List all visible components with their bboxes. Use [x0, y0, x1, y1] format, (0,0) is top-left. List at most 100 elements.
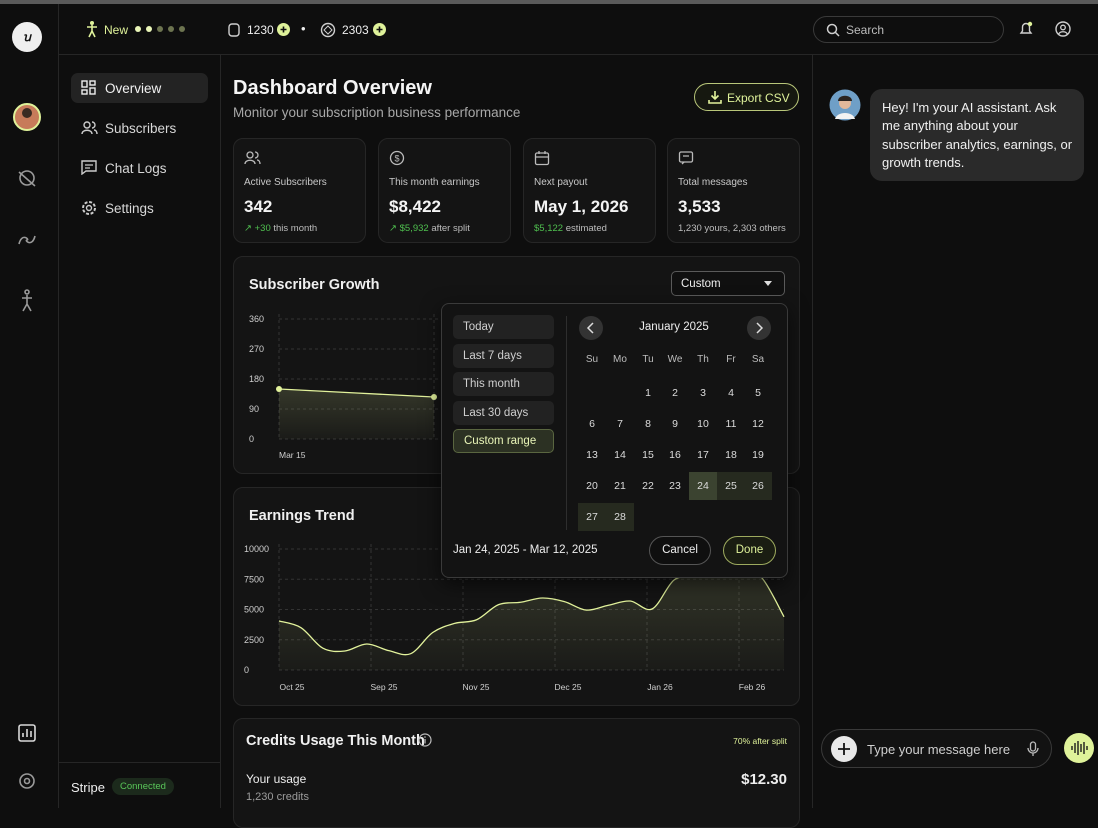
calendar-day[interactable]: 28 [606, 503, 634, 531]
attach-button[interactable] [830, 735, 858, 763]
calendar-day[interactable]: 13 [586, 449, 598, 461]
calendar-day[interactable]: 12 [752, 418, 764, 430]
chat-input[interactable]: Type your message here [821, 729, 1052, 768]
weekday: Sa [751, 354, 765, 365]
voice-button[interactable] [1064, 733, 1094, 763]
preset-option[interactable]: Last 7 days [453, 343, 554, 368]
profile[interactable] [1055, 21, 1071, 37]
calendar-day[interactable]: 7 [617, 418, 623, 430]
calendar-day[interactable]: 24 [689, 472, 717, 500]
card-icon [244, 151, 261, 165]
svg-text:ꭒ: ꭒ [23, 30, 33, 44]
stat-card: Next payout May 1, 2026 $5,122 estimated [523, 138, 656, 243]
nav-item[interactable]: Settings [71, 193, 208, 223]
calendar-day[interactable]: 17 [697, 449, 709, 461]
new-icon [87, 21, 97, 38]
weekday: Th [697, 354, 709, 365]
rail-icon[interactable] [18, 235, 36, 245]
nav-item[interactable]: Overview [71, 73, 208, 103]
calendar-day[interactable]: 21 [614, 480, 626, 492]
calendar-day[interactable]: 5 [755, 387, 761, 399]
stat-card: Total messages 3,533 1,230 yours, 2,303 … [667, 138, 800, 243]
search-icon [826, 23, 840, 37]
calendar-day[interactable]: 26 [744, 472, 772, 500]
preset-option[interactable]: Last 30 days [453, 400, 554, 425]
stat-note: after split [431, 223, 470, 234]
calendar-day[interactable]: 23 [669, 480, 681, 492]
nav-icon [81, 160, 97, 175]
preset-option[interactable]: Custom range [453, 429, 554, 453]
picker-divider [566, 316, 567, 530]
calendar-day[interactable]: 10 [697, 418, 709, 430]
calendar-day[interactable]: 19 [752, 449, 764, 461]
card-icon [678, 151, 694, 165]
chart-title: Subscriber Growth [249, 277, 380, 293]
stat-note: 1,230 yours, 2,303 others [678, 223, 786, 234]
calendar-day[interactable]: 9 [672, 418, 678, 430]
weekday: Su [585, 354, 599, 365]
calendar-day[interactable]: 25 [717, 472, 745, 500]
prev-month[interactable] [578, 315, 604, 341]
search-box[interactable]: Search [813, 16, 1004, 43]
dropdown-value: Custom [681, 278, 721, 290]
calendar-day[interactable]: 27 [578, 503, 606, 531]
preset-option[interactable]: Today [453, 315, 554, 339]
calendar-day[interactable]: 4 [728, 387, 734, 399]
mic-button[interactable] [1027, 741, 1039, 757]
calendar-day[interactable]: 1 [645, 387, 651, 399]
search-placeholder: Search [846, 23, 885, 37]
progress-dots [135, 26, 185, 32]
window-strip [0, 0, 1098, 4]
download-icon [708, 91, 722, 104]
separator: • [301, 21, 306, 36]
calendar-day[interactable]: 15 [642, 449, 654, 461]
stat-delta: +30 [254, 223, 271, 234]
assistant-message: Hey! I'm your AI assistant. Ask me anyth… [882, 100, 1073, 170]
export-button[interactable]: Export CSV [694, 83, 799, 111]
usage-amount: $12.30 [741, 771, 787, 788]
sidebar-border [220, 55, 221, 808]
info-icon[interactable] [418, 733, 432, 747]
credits-b: 2303 [342, 23, 369, 37]
nav-label: Settings [105, 200, 154, 216]
logo[interactable] [12, 22, 42, 52]
nav-item[interactable]: Subscribers [71, 113, 208, 143]
assistant-avatar [829, 89, 861, 121]
preset-option[interactable]: This month [453, 372, 554, 396]
calendar-day[interactable]: 18 [725, 449, 737, 461]
cancel-button[interactable]: Cancel [649, 536, 711, 565]
calendar-day[interactable]: 2 [672, 387, 678, 399]
calendar-day[interactable]: 14 [614, 449, 626, 461]
next-month[interactable] [746, 315, 772, 341]
stat-delta: $5,932 [399, 223, 429, 234]
rail-icon[interactable] [18, 170, 36, 187]
page-subtitle: Monitor your subscription business perfo… [233, 105, 521, 120]
rail-border [58, 4, 59, 808]
add-tokens[interactable] [373, 23, 386, 36]
usage-label: Your usage [246, 772, 307, 786]
caret [764, 281, 772, 286]
calendar-day[interactable]: 3 [700, 387, 706, 399]
stat-note: estimated [565, 223, 607, 234]
calendar-day[interactable]: 8 [645, 418, 651, 430]
icon-rail: ꭒ [12, 22, 42, 789]
rail-icon[interactable] [19, 773, 35, 789]
nav-label: Subscribers [105, 120, 177, 136]
notifications[interactable] [1018, 21, 1034, 37]
calendar-day[interactable]: 22 [642, 480, 654, 492]
calendar-day[interactable]: 16 [669, 449, 681, 461]
calendar-day[interactable]: 20 [586, 480, 598, 492]
rail-icon[interactable] [22, 289, 32, 312]
weekday: We [667, 354, 683, 365]
rail-icon[interactable] [18, 724, 36, 742]
nav-item[interactable]: Chat Logs [71, 153, 208, 183]
add-credits[interactable] [277, 23, 290, 36]
done-button[interactable]: Done [723, 536, 776, 565]
calendar-day[interactable]: 11 [725, 418, 737, 430]
weekday: Mo [613, 354, 627, 365]
stat-note: this month [273, 223, 318, 234]
calendar-day[interactable]: 6 [589, 418, 595, 430]
month-label: January 2025 [639, 321, 709, 333]
svg-text:$: $ [394, 154, 399, 164]
range-dropdown[interactable]: Custom [671, 271, 785, 296]
